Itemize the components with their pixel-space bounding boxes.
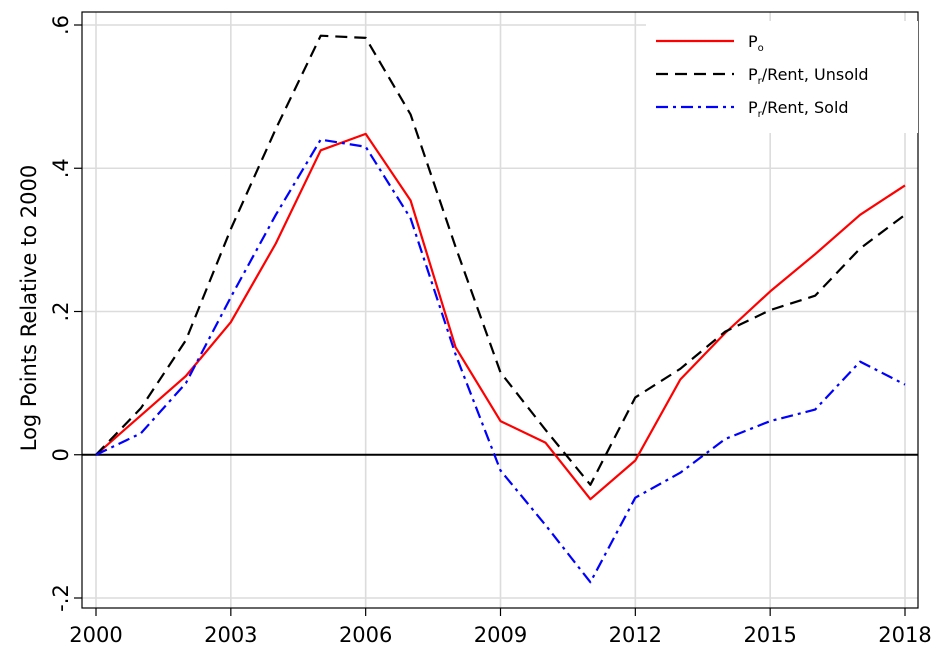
y-tick-label-.4: .4 [49, 158, 73, 178]
legend-label-3: Pr/Rent, Sold [748, 98, 849, 120]
series-line-1 [95, 132, 906, 501]
y-tick-label-.6: .6 [49, 15, 73, 35]
series-lines [95, 34, 906, 584]
legend: Po Pr/Rent, Unsold Pr/Rent, Sold [646, 21, 918, 133]
axes: 2000 2003 2006 2009 2012 2015 2018 -.2 0 .2 .4 .6 [49, 11, 932, 647]
y-axis-title: Log Points Relative to 2000 [17, 165, 41, 452]
series-line-3 [95, 138, 906, 584]
x-tick-label-2015: 2015 [743, 623, 796, 647]
x-tick-label-2012: 2012 [609, 623, 662, 647]
x-tick-label-2018: 2018 [878, 623, 931, 647]
x-tick-label-2000: 2000 [69, 623, 122, 647]
series-line-2 [95, 34, 906, 486]
x-tick-label-2006: 2006 [339, 623, 392, 647]
legend-box [646, 21, 918, 133]
y-tick-label--.2: -.2 [49, 584, 73, 612]
x-tick-label-2009: 2009 [474, 623, 527, 647]
x-tick-label-2003: 2003 [204, 623, 257, 647]
legend-label-2: Pr/Rent, Unsold [748, 65, 869, 87]
y-tick-label-.2: .2 [49, 301, 73, 321]
legend-label-1: Po [748, 32, 764, 54]
y-tick-label-0: 0 [49, 448, 73, 461]
